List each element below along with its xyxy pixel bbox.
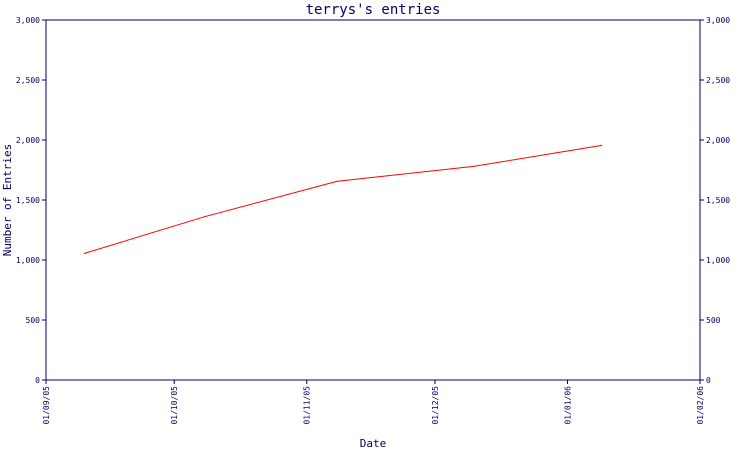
y-tick-label-right-4: 2,000 xyxy=(706,136,730,145)
x-axis: 01/09/05 01/10/05 01/11/05 01/12/05 01/01/06… xyxy=(42,380,705,425)
x-tick-label-0: 01/09/05 xyxy=(42,386,51,425)
y-axis-left: 0 500 1,000 1,500 2,000 2,500 3,000 xyxy=(16,16,46,385)
y-tick-label-left-2: 1,000 xyxy=(16,256,40,265)
y-axis-right: 0 500 1,000 1,500 2,000 2,500 3,000 xyxy=(700,16,730,385)
y-tick-label-left-5: 2,500 xyxy=(16,76,40,85)
x-tick-label-1: 01/10/05 xyxy=(170,386,179,425)
y-tick-label-right-3: 1,500 xyxy=(706,196,730,205)
x-tick-label-4: 01/01/06 xyxy=(563,386,572,425)
x-tick-label-2: 01/11/05 xyxy=(303,386,312,425)
series-line xyxy=(84,144,602,254)
series-points xyxy=(83,144,603,254)
data-point-4 xyxy=(601,144,603,146)
data-point-3 xyxy=(472,165,475,167)
y-tick-label-right-6: 3,000 xyxy=(706,16,730,25)
y-tick-label-left-3: 1,500 xyxy=(16,196,40,205)
x-tick-label-5: 01/02/06 xyxy=(696,386,705,425)
y-tick-label-right-2: 1,000 xyxy=(706,256,730,265)
y-tick-label-left-0: 0 xyxy=(35,376,40,385)
x-tick-label-3: 01/12/05 xyxy=(431,386,440,425)
y-tick-label-left-1: 500 xyxy=(26,316,41,325)
data-point-2 xyxy=(336,180,338,182)
chart-title: terrys's entries xyxy=(306,2,441,18)
data-point-0 xyxy=(83,252,86,254)
y-tick-label-right-1: 500 xyxy=(706,316,721,325)
x-axis-label: Date xyxy=(360,437,387,450)
y-tick-label-left-4: 2,000 xyxy=(16,136,40,145)
data-point-1 xyxy=(203,216,205,218)
y-tick-label-right-5: 2,500 xyxy=(706,76,730,85)
y-tick-label-left-6: 3,000 xyxy=(16,16,40,25)
plot-frame xyxy=(45,19,701,381)
y-axis-label: Number of Entries xyxy=(1,144,14,257)
y-tick-label-right-0: 0 xyxy=(706,376,711,385)
